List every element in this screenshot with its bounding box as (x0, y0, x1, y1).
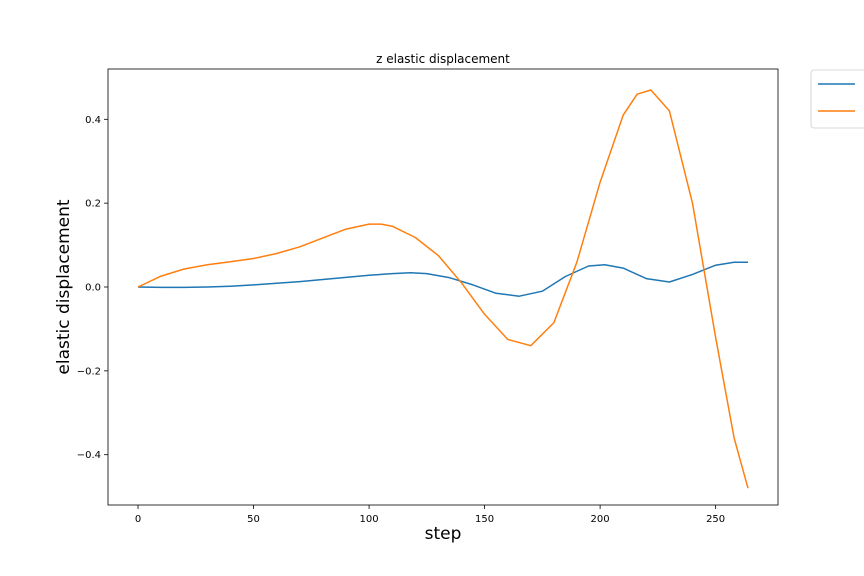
y-tick-label: −0.4 (77, 450, 101, 461)
series-line-2 (137, 89, 749, 489)
y-axis-label: elastic displacement (54, 199, 74, 374)
y-tick-label: 0.0 (85, 283, 101, 294)
x-tick-label: 0 (135, 514, 141, 525)
plot-area (107, 68, 779, 506)
x-axis-ticks: 0 50 100 150 200 250 (135, 505, 725, 525)
legend (810, 69, 864, 129)
series-line-1 (137, 261, 748, 297)
x-tick-label: 250 (706, 514, 725, 525)
x-tick-label: 50 (247, 514, 260, 525)
x-tick-label: 200 (591, 514, 610, 525)
x-axis-label: step (425, 524, 462, 544)
y-tick-label: 0.4 (85, 115, 101, 126)
y-axis-ticks: −0.4 −0.2 0.0 0.2 0.4 (77, 115, 108, 461)
chart-title: z elastic displacement (376, 52, 510, 66)
legend-box (810, 69, 864, 129)
y-tick-label: 0.2 (85, 199, 101, 210)
y-tick-label: −0.2 (77, 366, 101, 377)
x-tick-label: 100 (360, 514, 379, 525)
x-tick-label: 150 (475, 514, 494, 525)
